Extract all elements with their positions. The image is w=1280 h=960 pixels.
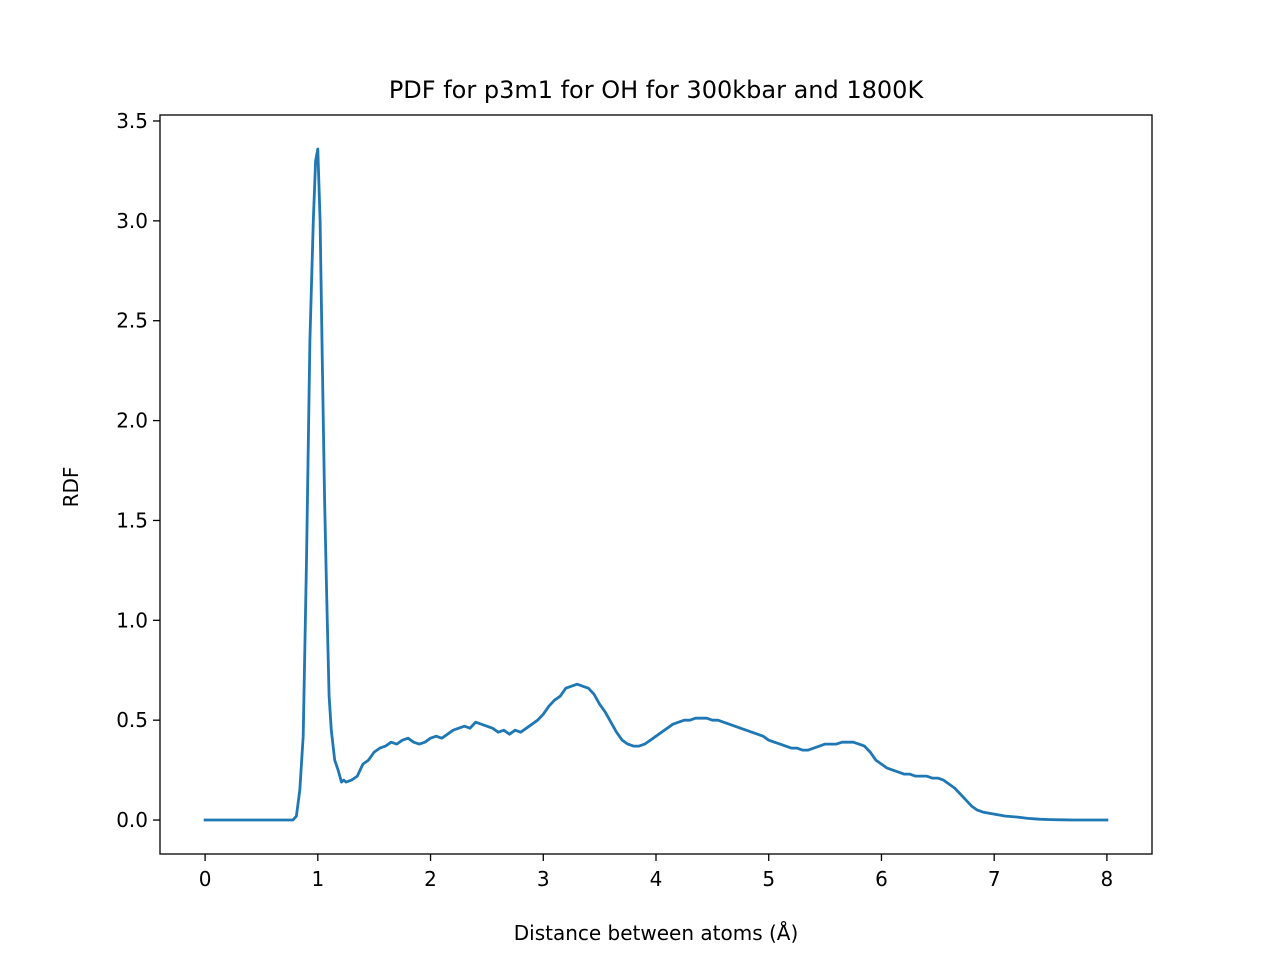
y-tick-label: 0.5 (116, 708, 148, 732)
x-tick-label: 0 (199, 867, 212, 891)
y-tick-label: 3.0 (116, 209, 148, 233)
y-tick-label: 1.5 (116, 508, 148, 532)
y-tick-label: 3.5 (116, 109, 148, 133)
x-tick-label: 4 (650, 867, 663, 891)
x-tick-label: 8 (1101, 867, 1114, 891)
x-tick-label: 3 (537, 867, 550, 891)
y-tick-label: 0.0 (116, 808, 148, 832)
x-tick-label: 1 (311, 867, 324, 891)
x-axis-label: Distance between atoms (Å) (514, 921, 799, 945)
x-tick-label: 5 (762, 867, 775, 891)
y-tick-label: 2.0 (116, 409, 148, 433)
rdf-series-line (203, 147, 1109, 822)
y-axis-ticks: 0.0 0.5 1.0 1.5 2.0 2.5 3.0 3.5 (116, 109, 160, 832)
x-tick-label: 7 (988, 867, 1001, 891)
chart-title: PDF for p3m1 for OH for 300kbar and 1800… (389, 76, 925, 104)
x-tick-label: 2 (424, 867, 437, 891)
y-axis-label: RDF (59, 467, 83, 508)
axes-frame (159, 114, 1153, 855)
y-tick-label: 1.0 (116, 608, 148, 632)
x-tick-label: 6 (875, 867, 888, 891)
x-axis-ticks: 0 1 2 3 4 5 6 7 8 (199, 854, 1114, 891)
plot-area (203, 147, 1109, 822)
y-tick-label: 2.5 (116, 309, 148, 333)
